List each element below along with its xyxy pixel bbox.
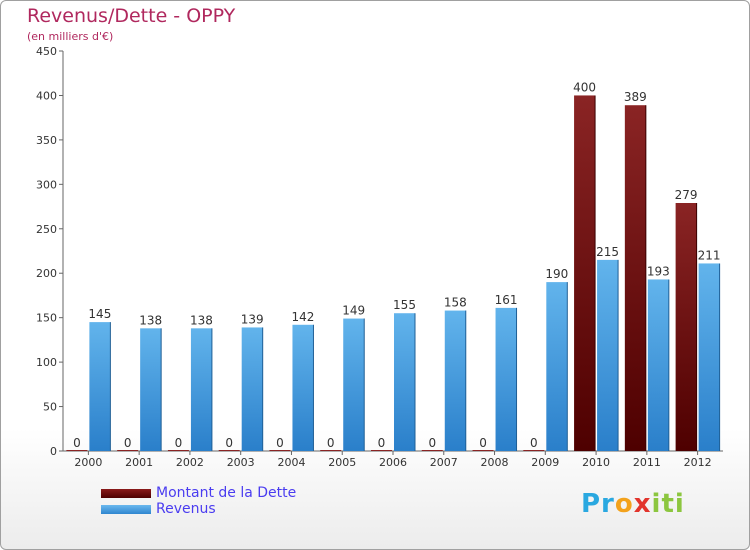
data-label-dette: 0 bbox=[73, 436, 81, 450]
data-label-dette: 279 bbox=[675, 188, 698, 202]
logo-part-3: x bbox=[633, 489, 652, 519]
x-tick-label: 2004 bbox=[277, 456, 305, 469]
bar-revenus bbox=[190, 328, 212, 451]
data-label-revenus: 193 bbox=[647, 264, 670, 278]
bar-revenus bbox=[343, 318, 365, 451]
data-label-dette: 0 bbox=[327, 436, 335, 450]
chart-title: Revenus/Dette - OPPY bbox=[27, 5, 236, 27]
data-label-revenus: 139 bbox=[241, 312, 264, 326]
data-label-dette: 0 bbox=[124, 436, 132, 450]
bar-revenus bbox=[546, 282, 568, 451]
y-tick-label: 100 bbox=[36, 356, 57, 369]
data-label-revenus: 161 bbox=[495, 293, 518, 307]
y-tick-label: 250 bbox=[36, 223, 57, 236]
data-label-dette: 0 bbox=[428, 436, 436, 450]
bar-dette bbox=[269, 450, 291, 451]
data-label-revenus: 142 bbox=[292, 310, 315, 324]
logo-part-4: iti bbox=[651, 489, 685, 519]
y-tick-label: 50 bbox=[43, 401, 57, 414]
bars bbox=[66, 95, 721, 451]
data-label-revenus: 190 bbox=[545, 267, 568, 281]
bar-dette bbox=[320, 450, 342, 451]
bar-revenus bbox=[394, 313, 415, 451]
x-tick-label: 2000 bbox=[74, 456, 102, 469]
bar-dette bbox=[66, 450, 88, 451]
bar-dette bbox=[472, 450, 494, 451]
data-label-revenus: 211 bbox=[698, 248, 721, 262]
x-tick-label: 2002 bbox=[176, 456, 204, 469]
bar-revenus bbox=[140, 328, 162, 451]
bar-dette bbox=[371, 450, 392, 451]
dark-red-bar-swatch-icon bbox=[101, 489, 151, 498]
y-tick-label: 200 bbox=[36, 267, 57, 280]
data-label-dette: 0 bbox=[276, 436, 284, 450]
logo-part-1: Pr bbox=[581, 489, 615, 519]
bar-dette bbox=[421, 450, 443, 451]
x-tick-label: 2003 bbox=[227, 456, 255, 469]
bar-dette bbox=[167, 450, 189, 451]
logo-part-2: o bbox=[614, 489, 634, 519]
legend-label-revenus: Revenus bbox=[156, 501, 216, 517]
x-tick-label: 2010 bbox=[582, 456, 610, 469]
bar-revenus bbox=[292, 324, 314, 451]
bar-revenus bbox=[495, 307, 517, 451]
x-tick-label: 2006 bbox=[379, 456, 407, 469]
bar-dette bbox=[574, 95, 596, 451]
x-tick-label: 2011 bbox=[633, 456, 661, 469]
data-labels: 0 0 0 0 0 0 0 0 0 0 400 389 279 145 138 138 139 142 149 155… bbox=[73, 80, 721, 450]
y-tick-label: 150 bbox=[36, 312, 57, 325]
data-label-revenus: 215 bbox=[596, 245, 619, 259]
bar-dette bbox=[675, 203, 697, 451]
axes: 0 50 100 150 200 250 300 350 400 450 2000 2001 2002 2… bbox=[36, 45, 723, 469]
bar-revenus bbox=[698, 263, 720, 451]
bar-revenus bbox=[89, 322, 111, 451]
y-tick-label: 350 bbox=[36, 134, 57, 147]
bar-revenus bbox=[444, 310, 466, 451]
data-label-dette: 0 bbox=[175, 436, 183, 450]
data-label-revenus: 138 bbox=[190, 313, 213, 327]
legend-label-dette: Montant de la Dette bbox=[156, 485, 297, 501]
bar-revenus bbox=[647, 279, 669, 451]
y-tick-label: 450 bbox=[36, 45, 57, 58]
bar-revenus bbox=[597, 259, 619, 451]
data-label-revenus: 138 bbox=[139, 313, 162, 327]
data-label-dette: 0 bbox=[378, 436, 386, 450]
data-label-dette: 400 bbox=[573, 80, 596, 94]
data-label-dette: 0 bbox=[225, 436, 233, 450]
data-label-revenus: 145 bbox=[88, 307, 111, 321]
data-label-dette: 0 bbox=[530, 436, 538, 450]
blue-bar-swatch-icon bbox=[101, 505, 151, 514]
bar-dette bbox=[523, 450, 545, 451]
bar-revenus bbox=[241, 327, 263, 451]
data-label-dette: 0 bbox=[479, 436, 487, 450]
bar-dette bbox=[218, 450, 240, 451]
bar-dette bbox=[624, 105, 646, 451]
proxiti-logo: Proxiti bbox=[581, 489, 685, 519]
data-label-revenus: 155 bbox=[393, 298, 416, 312]
x-tick-label: 2007 bbox=[430, 456, 458, 469]
bar-dette bbox=[117, 450, 139, 451]
y-tick-label: 300 bbox=[36, 178, 57, 191]
x-tick-label: 2009 bbox=[531, 456, 559, 469]
y-tick-label: 0 bbox=[50, 445, 57, 458]
chart-subtitle: (en milliers d'€) bbox=[27, 30, 114, 43]
x-tick-label: 2001 bbox=[125, 456, 153, 469]
y-tick-label: 400 bbox=[36, 89, 57, 102]
data-label-revenus: 149 bbox=[342, 304, 365, 318]
data-label-dette: 389 bbox=[624, 90, 647, 104]
x-tick-label: 2005 bbox=[328, 456, 356, 469]
x-tick-label: 2012 bbox=[684, 456, 712, 469]
data-label-revenus: 158 bbox=[444, 296, 467, 310]
x-tick-label: 2008 bbox=[481, 456, 509, 469]
